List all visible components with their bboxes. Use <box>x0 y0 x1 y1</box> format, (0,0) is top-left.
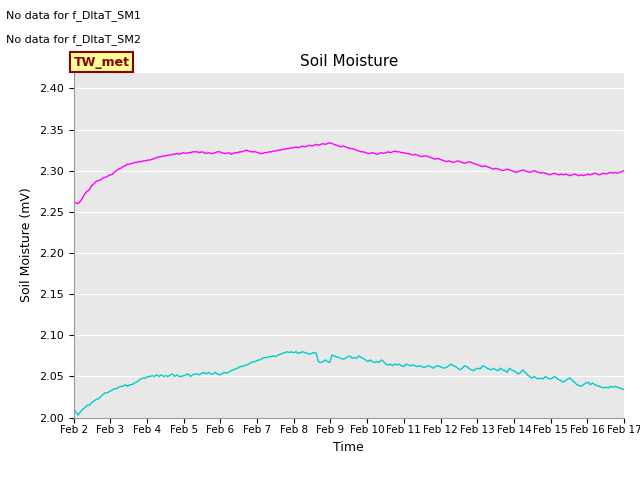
Title: Soil Moisture: Soil Moisture <box>300 54 398 70</box>
Text: No data for f_DltaT_SM1: No data for f_DltaT_SM1 <box>6 10 141 21</box>
X-axis label: Time: Time <box>333 441 364 454</box>
Text: TW_met: TW_met <box>74 56 130 69</box>
Text: No data for f_DltaT_SM2: No data for f_DltaT_SM2 <box>6 34 141 45</box>
Y-axis label: Soil Moisture (mV): Soil Moisture (mV) <box>20 187 33 302</box>
